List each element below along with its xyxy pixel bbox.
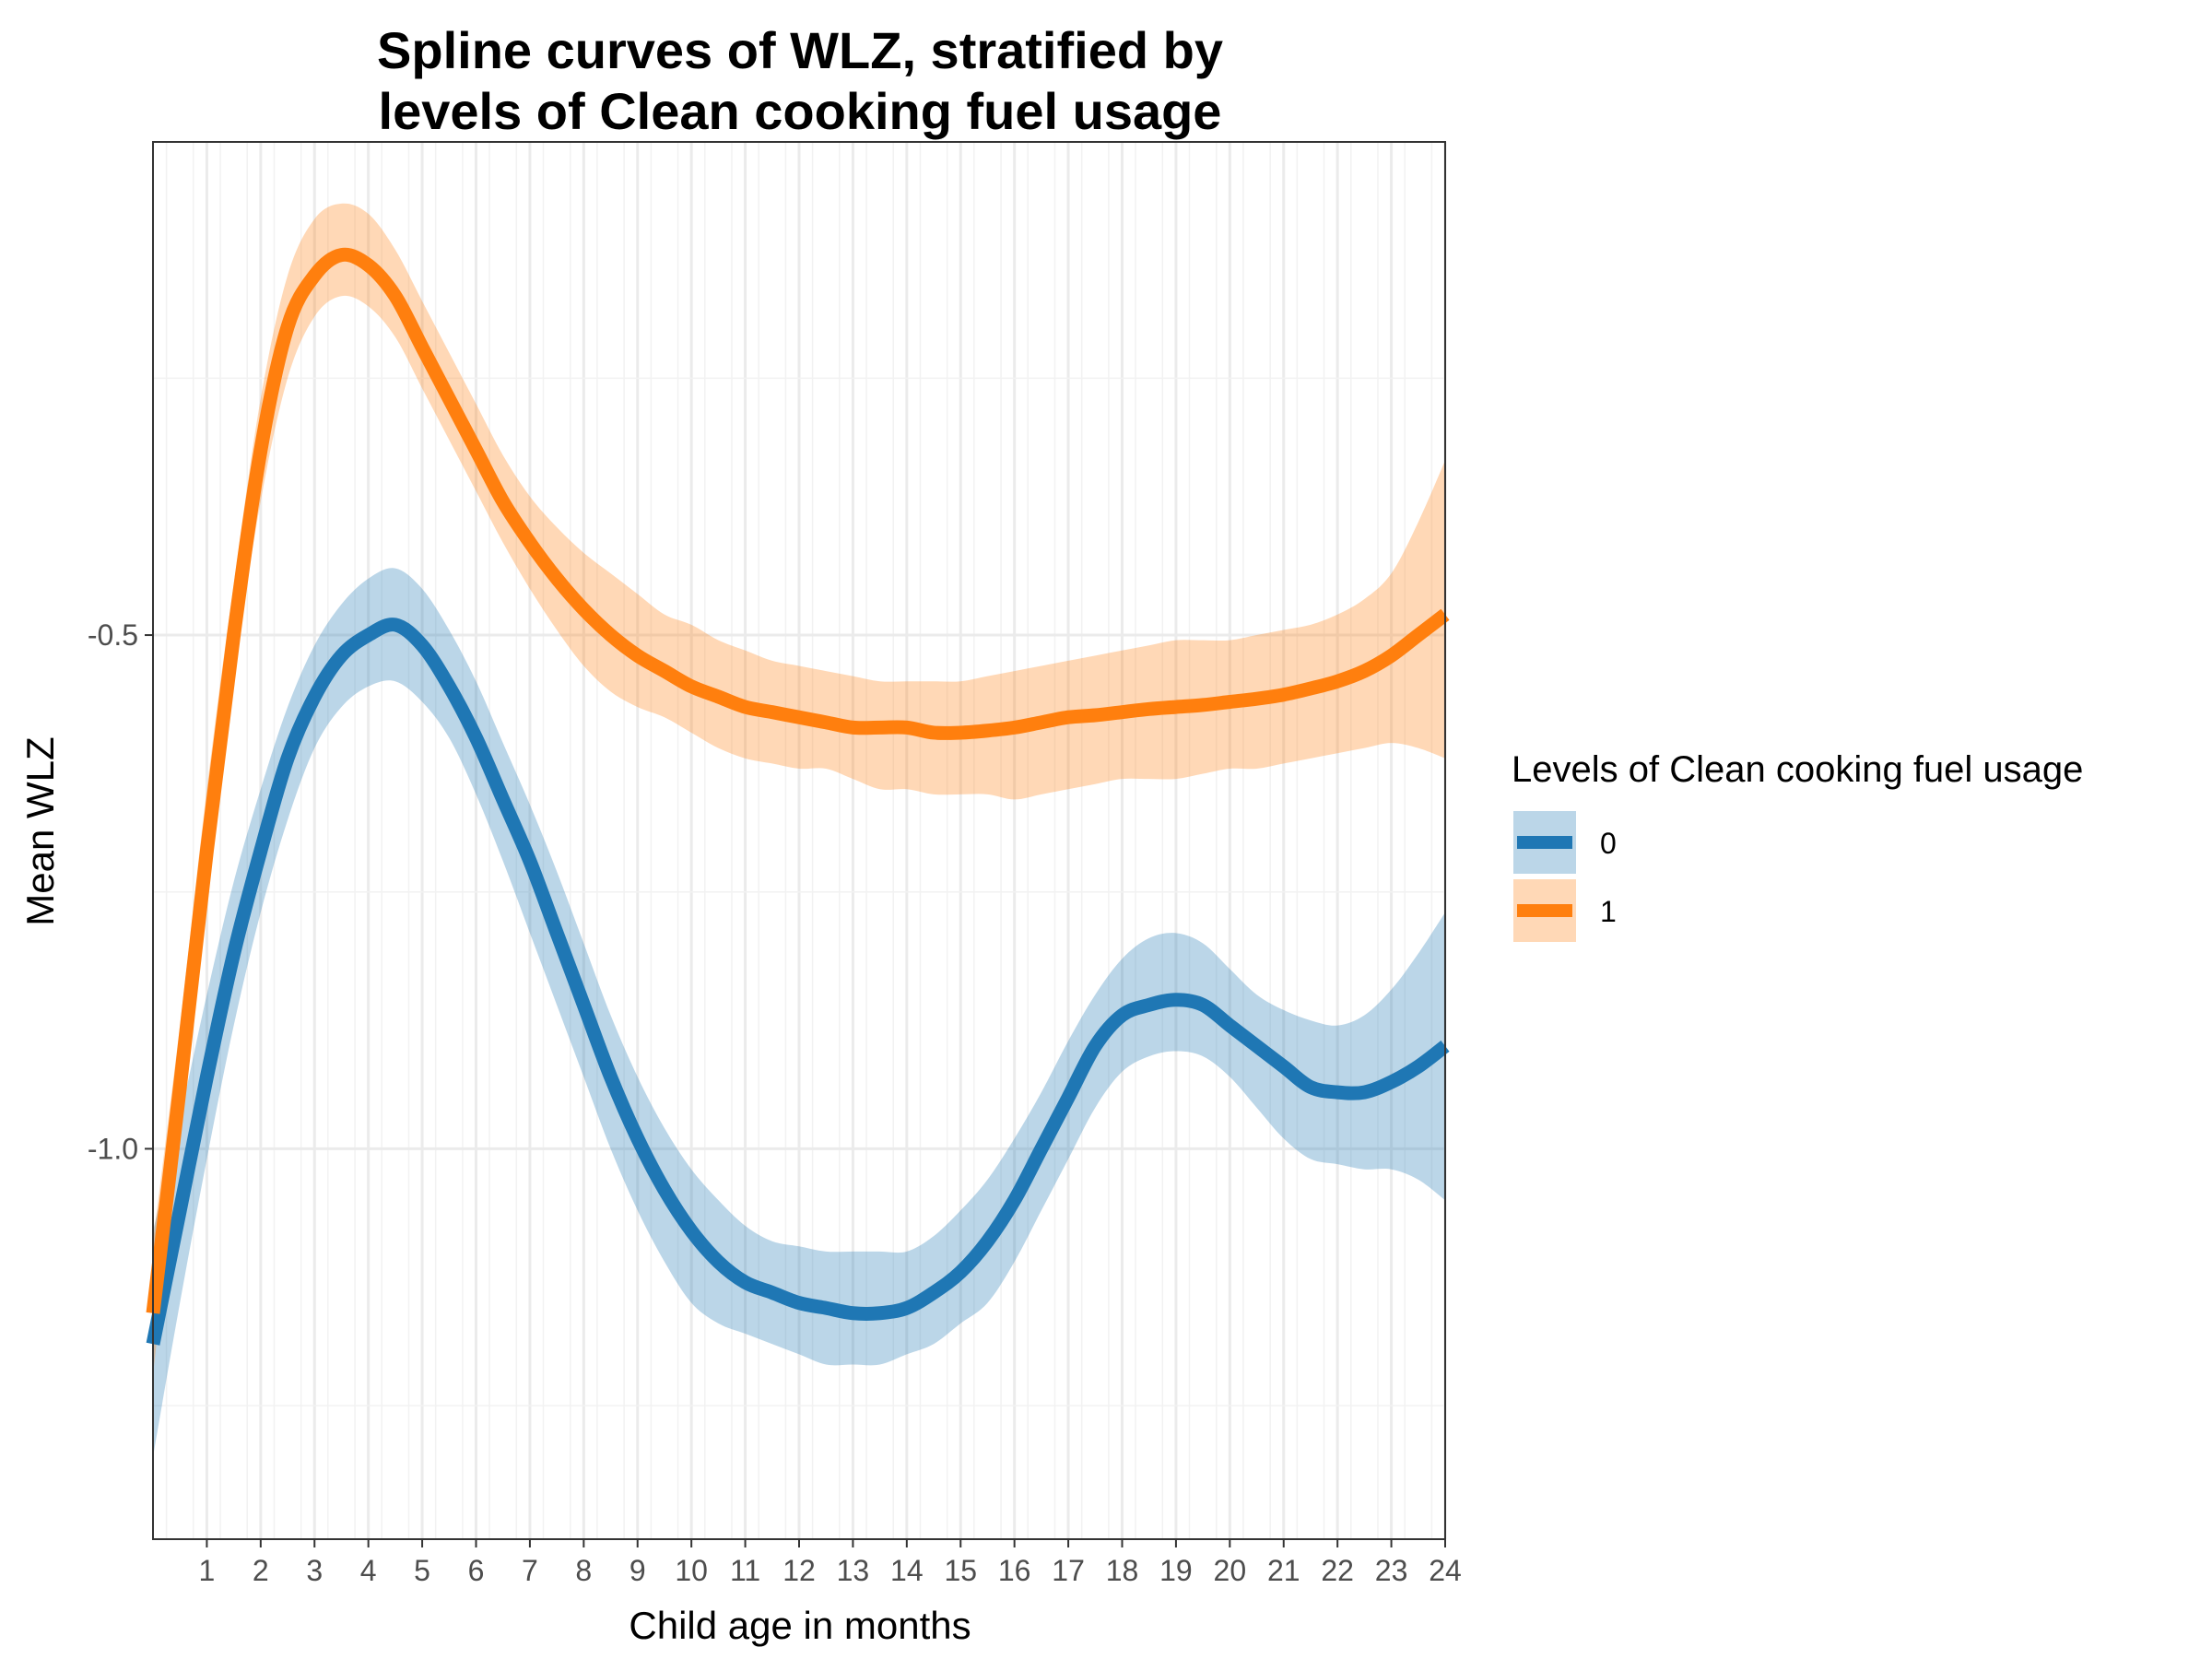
x-tick-label: 23	[1375, 1554, 1408, 1587]
x-axis-title: Child age in months	[629, 1604, 971, 1647]
x-axis-ticks: 1 2 3 4 5 6 7 8 9 10 11 12 13 14 15 16 17 18 19 20 21 22 23 24	[199, 1539, 1462, 1587]
line-series-0	[146, 618, 1450, 1346]
y-tick-label: -0.5	[88, 618, 138, 652]
confidence-ribbons	[153, 203, 1445, 1457]
x-tick-label: 6	[468, 1554, 485, 1587]
x-tick-label: 20	[1214, 1554, 1247, 1587]
x-tick-label: 1	[199, 1554, 216, 1587]
x-tick-label: 11	[730, 1554, 760, 1587]
x-tick-label: 13	[837, 1554, 870, 1587]
x-tick-label: 14	[890, 1554, 924, 1587]
chart-title-line-2: levels of Clean cooking fuel usage	[379, 82, 1222, 140]
x-tick-label: 15	[944, 1554, 977, 1587]
y-tick-label: -1.0	[88, 1132, 138, 1165]
x-tick-label: 12	[782, 1554, 816, 1587]
x-tick-label: 24	[1429, 1554, 1462, 1587]
x-tick-label: 9	[629, 1554, 646, 1587]
legend-label-1: 1	[1600, 895, 1617, 928]
x-tick-label: 16	[998, 1554, 1031, 1587]
chart-title: Spline curves of WLZ, stratified by leve…	[377, 21, 1223, 140]
x-tick-label: 18	[1106, 1554, 1139, 1587]
x-tick-label: 7	[522, 1554, 538, 1587]
chart-title-line-1: Spline curves of WLZ, stratified by	[377, 21, 1223, 79]
line-series-1	[146, 247, 1450, 1314]
x-tick-label: 17	[1052, 1554, 1085, 1587]
x-tick-label: 22	[1321, 1554, 1354, 1587]
x-tick-label: 2	[253, 1554, 269, 1587]
series-lines	[146, 247, 1450, 1346]
x-tick-label: 5	[414, 1554, 430, 1587]
x-tick-label: 3	[306, 1554, 323, 1587]
ribbon-series-1	[153, 203, 1445, 1375]
legend-title: Levels of Clean cooking fuel usage	[1512, 749, 2083, 790]
x-tick-label: 21	[1267, 1554, 1300, 1587]
x-tick-label: 4	[360, 1554, 377, 1587]
y-axis-title: Mean WLZ	[18, 736, 62, 925]
x-tick-label: 19	[1159, 1554, 1193, 1587]
legend: Levels of Clean cooking fuel usage 01	[1512, 749, 2083, 942]
legend-items: 01	[1513, 811, 1617, 942]
legend-label-0: 0	[1600, 827, 1617, 860]
x-tick-label: 10	[675, 1554, 708, 1587]
y-axis-ticks: -0.5 -1.0	[88, 618, 153, 1165]
ribbon-series-0	[153, 568, 1445, 1457]
x-tick-label: 8	[575, 1554, 592, 1587]
